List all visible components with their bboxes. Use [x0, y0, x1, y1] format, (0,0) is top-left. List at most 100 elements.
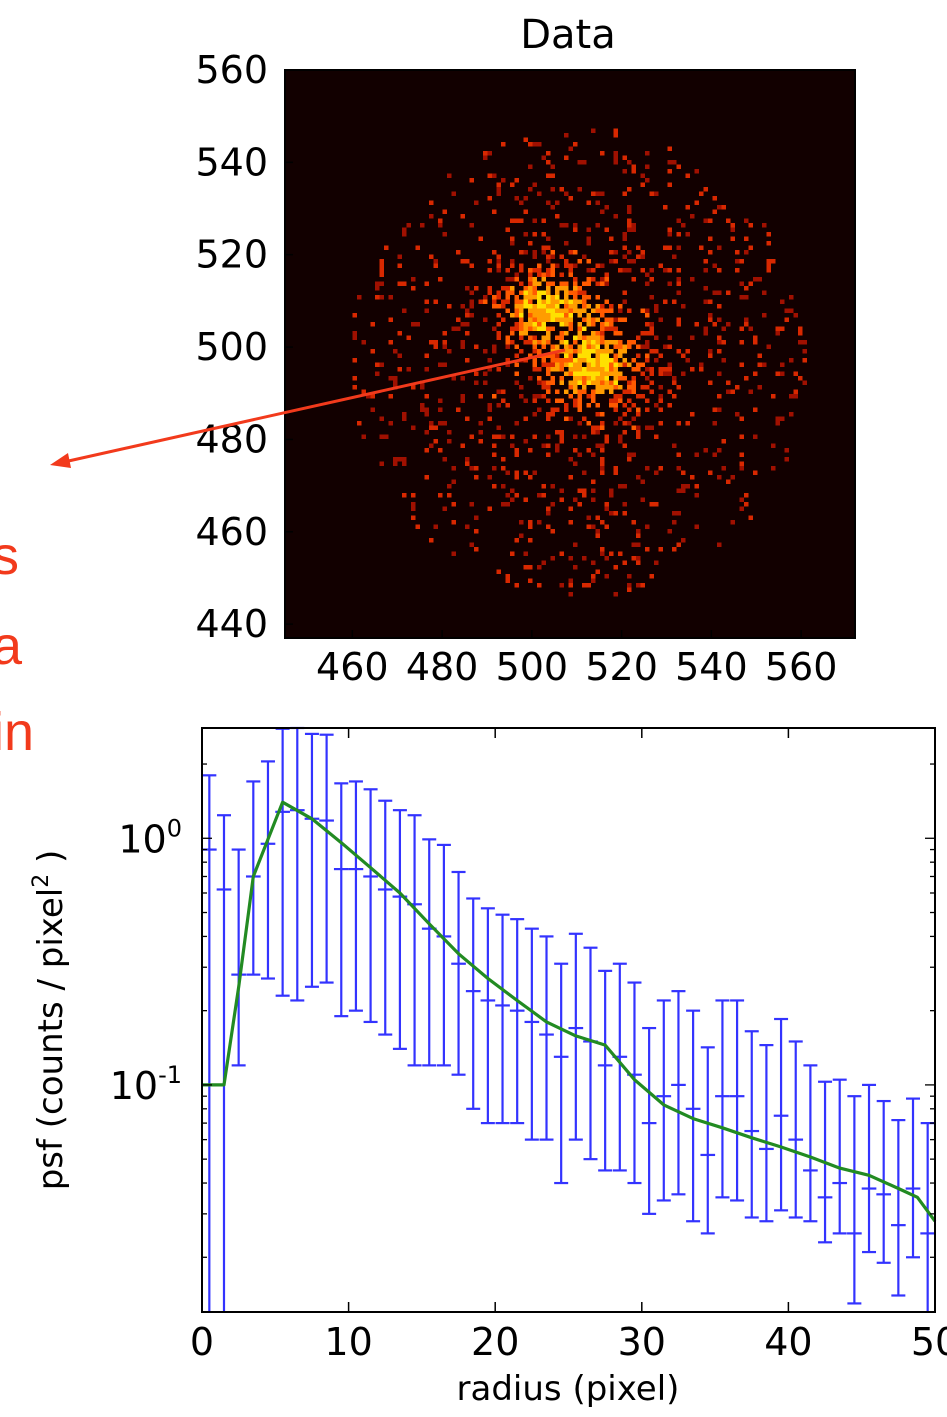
heatmap-pixel: [699, 367, 704, 372]
heatmap-pixel: [586, 259, 591, 264]
heatmap-pixel: [564, 407, 569, 412]
heatmap-y-tick-label: 520: [195, 233, 268, 277]
heatmap-pixel: [703, 448, 708, 453]
heatmap-pixel: [721, 205, 726, 210]
heatmap-pixel: [591, 488, 596, 493]
heatmap-pixel: [622, 389, 627, 394]
heatmap-pixel: [501, 304, 506, 309]
heatmap-pixel: [600, 520, 605, 525]
heatmap-pixel: [771, 466, 776, 471]
heatmap-pixel: [667, 268, 672, 273]
heatmap-pixel: [469, 290, 474, 295]
heatmap-pixel: [622, 349, 627, 354]
heatmap-pixel: [424, 299, 429, 304]
heatmap-pixel: [582, 308, 587, 313]
heatmap-pixel: [429, 538, 434, 543]
heatmap-pixel: [622, 317, 627, 322]
heatmap-pixel: [609, 371, 614, 376]
heatmap-pixel: [595, 308, 600, 313]
heatmap-pixel: [631, 340, 636, 345]
heatmap-pixel: [393, 461, 398, 466]
heatmap-pixel: [402, 308, 407, 313]
heatmap-pixel: [352, 331, 357, 336]
heatmap-pixel: [474, 200, 479, 205]
heatmap-pixel: [451, 551, 456, 556]
heatmap-pixel: [609, 488, 614, 493]
heatmap-pixel: [703, 286, 708, 291]
heatmap-pixel: [600, 551, 605, 556]
heatmap-pixel: [501, 484, 506, 489]
heatmap-pixel: [667, 227, 672, 232]
heatmap-pixel: [442, 506, 447, 511]
heatmap-pixel: [613, 407, 618, 412]
heatmap-pixel: [699, 191, 704, 196]
heatmap-pixel: [559, 362, 564, 367]
heatmap-pixel: [685, 484, 690, 489]
heatmap-pixel: [703, 187, 708, 192]
heatmap-pixel: [622, 232, 627, 237]
heatmap-pixel: [460, 259, 465, 264]
heatmap-pixel: [708, 317, 713, 322]
heatmap-pixel: [541, 335, 546, 340]
heatmap-pixel: [433, 340, 438, 345]
heatmap-pixel: [577, 403, 582, 408]
heatmap-pixel: [505, 295, 510, 300]
heatmap-pixel: [690, 412, 695, 417]
heatmap-pixel: [582, 470, 587, 475]
heatmap-pixel: [519, 263, 524, 268]
annotation-line-1: s: [0, 526, 19, 586]
heatmap-pixel: [690, 475, 695, 480]
heatmap-pixel: [703, 259, 708, 264]
heatmap-pixel: [402, 232, 407, 237]
heatmap-pixel: [627, 218, 632, 223]
heatmap-y-tick-label: 440: [195, 602, 268, 646]
heatmap-pixel: [600, 380, 605, 385]
heatmap-pixel: [514, 178, 519, 183]
heatmap-pixel: [573, 380, 578, 385]
heatmap-pixel: [739, 362, 744, 367]
heatmap-y-tick-label: 560: [195, 48, 268, 92]
heatmap-pixel: [595, 263, 600, 268]
heatmap-pixel: [631, 367, 636, 372]
heatmap-pixel: [510, 326, 515, 331]
heatmap-pixel: [582, 434, 587, 439]
heatmap-pixel: [541, 385, 546, 390]
heatmap-pixel: [582, 385, 587, 390]
heatmap-pixel: [438, 421, 443, 426]
heatmap-pixel: [537, 380, 542, 385]
heatmap-pixel: [546, 268, 551, 273]
heatmap-pixel: [703, 268, 708, 273]
heatmap-pixel: [613, 155, 618, 160]
heatmap-pixel: [595, 376, 600, 381]
heatmap-pixel: [573, 250, 578, 255]
heatmap-pixel: [577, 335, 582, 340]
heatmap-pixel: [604, 308, 609, 313]
heatmap-pixel: [501, 398, 506, 403]
heatmap-pixel: [595, 362, 600, 367]
heatmap-pixel: [586, 353, 591, 358]
heatmap-pixel: [708, 470, 713, 475]
psf-x-tick-label: 10: [324, 1320, 372, 1364]
heatmap-pixel: [550, 358, 555, 363]
arrow-head: [50, 453, 71, 468]
psf-frame: [201, 727, 936, 1313]
heatmap-pixel: [532, 367, 537, 372]
heatmap-pixel: [573, 434, 578, 439]
heatmap-pixel: [523, 322, 528, 327]
heatmap-pixel: [627, 389, 632, 394]
heatmap-pixel: [546, 290, 551, 295]
heatmap-pixel: [568, 578, 573, 583]
heatmap-pixel: [636, 434, 641, 439]
heatmap-pixel: [645, 281, 650, 286]
heatmap-pixel: [672, 376, 677, 381]
heatmap-pixel: [640, 308, 645, 313]
heatmap-pixel: [663, 344, 668, 349]
heatmap-pixel: [798, 326, 803, 331]
heatmap-pixel: [766, 232, 771, 237]
heatmap-pixel: [694, 322, 699, 327]
heatmap-pixel: [568, 353, 573, 358]
heatmap-pixel: [550, 250, 555, 255]
heatmap-pixel: [352, 358, 357, 363]
heatmap-pixel: [555, 313, 560, 318]
heatmap-pixel: [546, 326, 551, 331]
